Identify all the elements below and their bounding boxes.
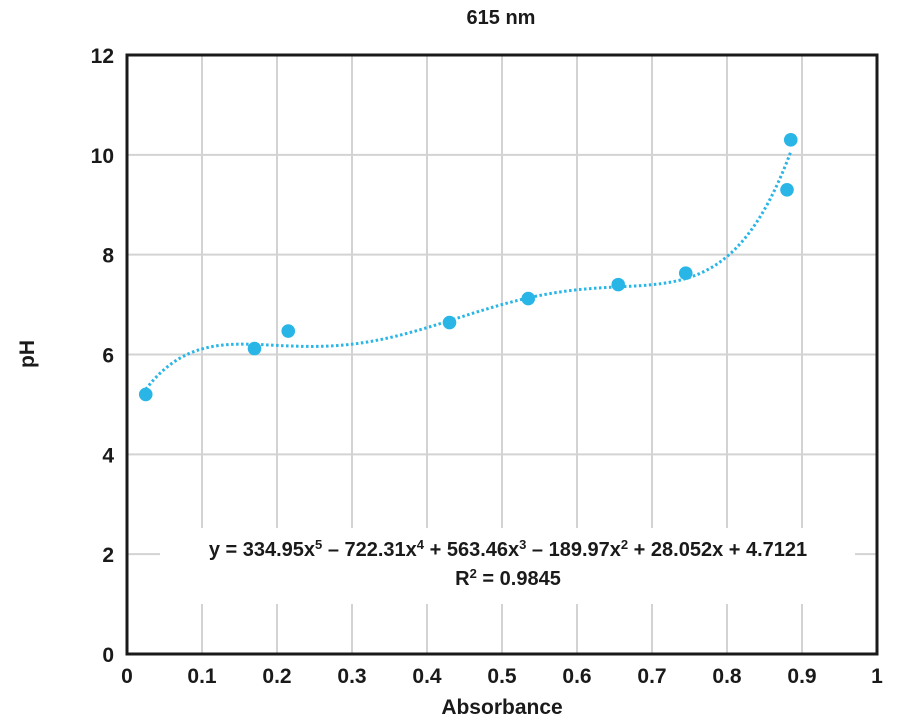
equation-exponent: 3 xyxy=(519,537,526,552)
chart-title: 615 nm xyxy=(467,7,536,29)
equation-exponent: 2 xyxy=(621,537,628,552)
x-tick-label: 0.5 xyxy=(487,665,517,688)
data-point xyxy=(247,341,262,356)
data-point xyxy=(281,324,296,338)
r-squared-term: R xyxy=(455,568,470,590)
x-axis-label: Absorbance xyxy=(441,696,562,719)
equation-term: + 563.46x xyxy=(424,539,519,561)
equation-term: – 189.97x xyxy=(526,539,621,561)
y-tick-label: 10 xyxy=(91,145,114,168)
equation-term: + 28.052x + 4.7121 xyxy=(628,539,807,561)
equation-term: – 722.31x xyxy=(322,539,417,561)
x-tick-label: 1 xyxy=(871,665,883,688)
x-tick-label: 0.7 xyxy=(637,665,666,688)
y-tick-label: 0 xyxy=(102,644,114,667)
x-tick-label: 0.4 xyxy=(412,665,442,688)
y-tick-label: 8 xyxy=(102,245,114,268)
y-tick-label: 12 xyxy=(91,45,114,68)
data-point xyxy=(611,277,626,292)
x-tick-label: 0.3 xyxy=(337,665,366,688)
data-point xyxy=(138,387,153,402)
plot-border xyxy=(125,53,879,656)
x-tick-label: 0.8 xyxy=(712,665,742,688)
y-tick-label: 4 xyxy=(102,444,114,467)
equation-exponent: 5 xyxy=(315,537,322,552)
data-point xyxy=(780,182,794,197)
trendline-equation: y = 334.95x5 – 722.31x4 + 563.46x3 – 189… xyxy=(209,537,807,562)
x-tick-labels: 0 0.1 0.2 0.3 0.4 0.5 0.6 0.7 0.8 0.9 1 xyxy=(121,665,883,688)
y-tick-label: 6 xyxy=(102,345,114,368)
x-tick-label: 0 xyxy=(121,665,133,688)
x-tick-label: 0.1 xyxy=(187,665,217,688)
data-point xyxy=(678,266,693,280)
x-tick-label: 0.9 xyxy=(787,665,816,688)
data-points xyxy=(138,133,798,402)
equation-background xyxy=(160,528,855,604)
x-tick-label: 0.6 xyxy=(562,665,591,688)
equation-term: y = 334.95x xyxy=(209,539,315,561)
data-point xyxy=(442,315,457,330)
r-squared-term: = 0.9845 xyxy=(477,568,561,590)
annotation-background xyxy=(160,528,855,604)
x-tick-label: 0.2 xyxy=(262,665,291,688)
r-squared-label: R2 = 0.9845 xyxy=(455,566,561,591)
y-axis-label: pH xyxy=(16,340,39,368)
data-point xyxy=(783,133,798,147)
y-tick-label: 2 xyxy=(102,544,114,567)
y-tick-labels: 0 2 4 6 8 10 12 xyxy=(91,45,115,667)
r-squared-exponent: 2 xyxy=(470,566,477,581)
equation-exponent: 4 xyxy=(417,537,425,552)
data-point xyxy=(521,291,536,306)
plot-frame xyxy=(125,53,879,656)
